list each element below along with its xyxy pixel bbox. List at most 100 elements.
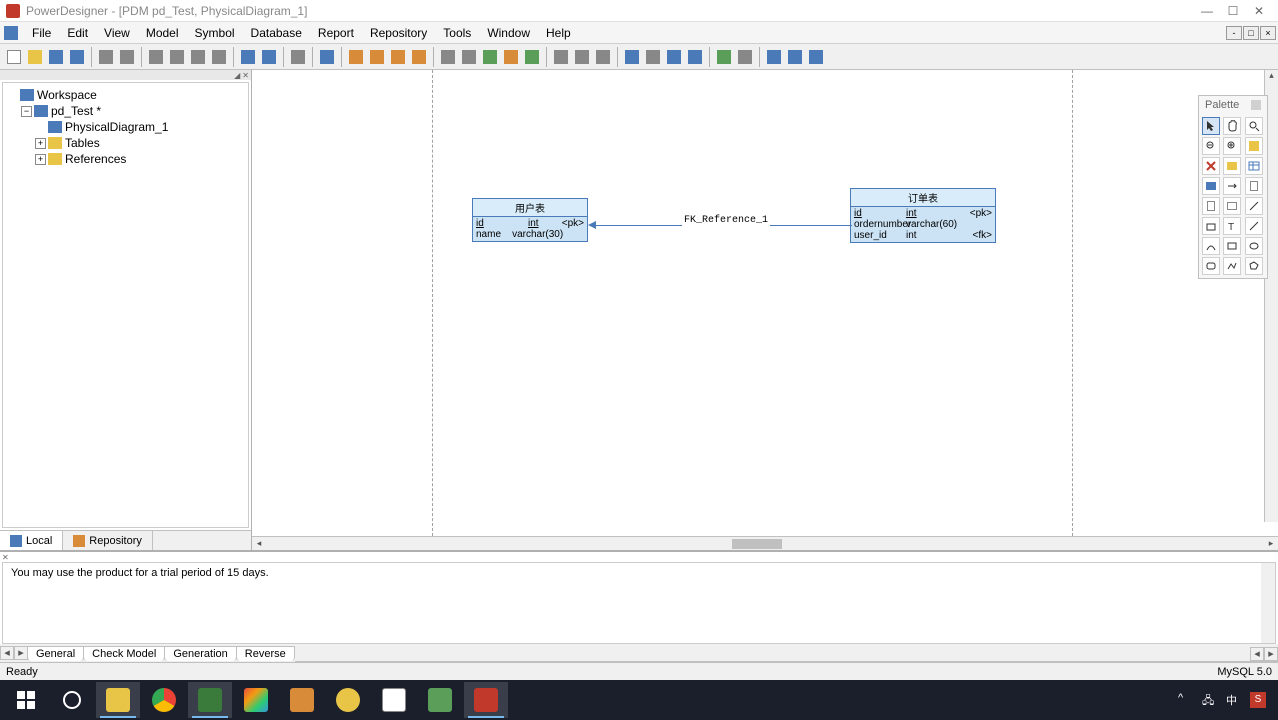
pal-openpkg[interactable] bbox=[1245, 137, 1263, 155]
task-ide[interactable] bbox=[188, 682, 232, 718]
output-tab-prev[interactable]: ◂ bbox=[0, 646, 14, 660]
pal-note[interactable] bbox=[1223, 197, 1241, 215]
menu-window[interactable]: Window bbox=[479, 24, 538, 42]
task-app3[interactable] bbox=[418, 682, 462, 718]
canvas-hscroll[interactable]: ◂ ▸ bbox=[252, 536, 1278, 550]
tb-cut[interactable] bbox=[146, 47, 166, 67]
pal-view[interactable] bbox=[1202, 177, 1220, 195]
tb-view1[interactable] bbox=[714, 47, 734, 67]
task-app1[interactable] bbox=[280, 682, 324, 718]
output-tab-general[interactable]: General bbox=[27, 646, 84, 661]
tab-local[interactable]: Local bbox=[0, 531, 63, 550]
tb-db3[interactable] bbox=[388, 47, 408, 67]
menu-repository[interactable]: Repository bbox=[362, 24, 435, 42]
tb-win3[interactable] bbox=[664, 47, 684, 67]
palette-panel[interactable]: Palette bbox=[1198, 95, 1268, 279]
pal-pointer[interactable] bbox=[1202, 117, 1220, 135]
tb-undo[interactable] bbox=[238, 47, 258, 67]
mdi-close[interactable]: × bbox=[1260, 26, 1276, 40]
menu-database[interactable]: Database bbox=[243, 24, 310, 42]
output-tab-next[interactable]: ▸ bbox=[14, 646, 28, 660]
task-powerdesigner[interactable] bbox=[464, 682, 508, 718]
task-notepad[interactable] bbox=[372, 682, 416, 718]
close-button[interactable]: ✕ bbox=[1246, 2, 1272, 20]
tb-help[interactable] bbox=[317, 47, 337, 67]
minimize-button[interactable]: — bbox=[1194, 2, 1220, 20]
tb-win1[interactable] bbox=[622, 47, 642, 67]
tray-up-icon[interactable]: ^ bbox=[1178, 692, 1194, 708]
maximize-button[interactable]: ☐ bbox=[1220, 2, 1246, 20]
tb-win4[interactable] bbox=[685, 47, 705, 67]
tb-db4[interactable] bbox=[409, 47, 429, 67]
tb-nav2[interactable] bbox=[572, 47, 592, 67]
browser-tree[interactable]: Workspace − pd_Test * PhysicalDiagram_1 … bbox=[2, 82, 249, 528]
pal-zoomout[interactable] bbox=[1202, 137, 1220, 155]
menu-symbol[interactable]: Symbol bbox=[187, 24, 243, 42]
tb-paste[interactable] bbox=[188, 47, 208, 67]
pal-roundrect[interactable] bbox=[1202, 257, 1220, 275]
tb-find[interactable] bbox=[288, 47, 308, 67]
pal-file[interactable] bbox=[1202, 197, 1220, 215]
pal-text[interactable]: T bbox=[1223, 217, 1241, 235]
pal-package[interactable] bbox=[1223, 157, 1241, 175]
pal-polygon[interactable] bbox=[1245, 257, 1263, 275]
tb-win2[interactable] bbox=[643, 47, 663, 67]
expand-icon[interactable]: + bbox=[35, 138, 46, 149]
pal-delete[interactable] bbox=[1202, 157, 1220, 175]
sidebar-pin-icon[interactable]: ◢ bbox=[234, 71, 240, 80]
task-explorer[interactable] bbox=[96, 682, 140, 718]
task-cortana[interactable] bbox=[50, 682, 94, 718]
entity-orders-table[interactable]: 订单表 idint<pk>ordernumbervarchar(60)user_… bbox=[850, 188, 996, 243]
tb-layout3[interactable] bbox=[806, 47, 826, 67]
expand-icon[interactable]: − bbox=[21, 106, 32, 117]
tree-references[interactable]: + References bbox=[7, 151, 244, 167]
menu-report[interactable]: Report bbox=[310, 24, 362, 42]
tree-tables[interactable]: + Tables bbox=[7, 135, 244, 151]
task-app2[interactable] bbox=[326, 682, 370, 718]
pal-line[interactable] bbox=[1245, 217, 1263, 235]
start-button[interactable] bbox=[4, 682, 48, 718]
pal-title[interactable] bbox=[1202, 217, 1220, 235]
output-scroll-left[interactable]: ◂ bbox=[1250, 647, 1264, 661]
output-vscroll[interactable] bbox=[1261, 563, 1275, 643]
scroll-right-icon[interactable]: ▸ bbox=[1264, 538, 1278, 550]
tb-open[interactable] bbox=[25, 47, 45, 67]
output-text[interactable]: You may use the product for a trial peri… bbox=[2, 562, 1276, 644]
pal-table[interactable] bbox=[1245, 157, 1263, 175]
output-close-icon[interactable]: ✕ bbox=[2, 553, 9, 562]
scroll-thumb[interactable] bbox=[732, 539, 782, 549]
menu-file[interactable]: File bbox=[24, 24, 59, 42]
tb-layout2[interactable] bbox=[785, 47, 805, 67]
pal-procedure[interactable] bbox=[1245, 177, 1263, 195]
pal-zoomin[interactable] bbox=[1223, 137, 1241, 155]
task-chrome[interactable] bbox=[142, 682, 186, 718]
tb-nav3[interactable] bbox=[593, 47, 613, 67]
pal-polyline[interactable] bbox=[1223, 257, 1241, 275]
menu-tools[interactable]: Tools bbox=[435, 24, 479, 42]
menu-model[interactable]: Model bbox=[138, 24, 187, 42]
entity-users-table[interactable]: 用户表 idint<pk>namevarchar(30) bbox=[472, 198, 588, 242]
tray-input-icon[interactable]: S bbox=[1250, 692, 1266, 708]
sidebar-close-icon[interactable]: ✕ bbox=[242, 71, 249, 80]
tb-delete[interactable] bbox=[209, 47, 229, 67]
diagram-canvas[interactable]: 用户表 idint<pk>namevarchar(30) 订单表 idint<p… bbox=[252, 70, 1278, 536]
pal-grabber[interactable] bbox=[1223, 117, 1241, 135]
system-tray[interactable]: ^ 🖧 中 S bbox=[1178, 692, 1274, 708]
tb-saveall[interactable] bbox=[67, 47, 87, 67]
pal-zoom[interactable] bbox=[1245, 117, 1263, 135]
tb-preview[interactable] bbox=[117, 47, 137, 67]
tb-layout1[interactable] bbox=[764, 47, 784, 67]
tb-redo[interactable] bbox=[259, 47, 279, 67]
expand-icon[interactable]: + bbox=[35, 154, 46, 165]
tree-diagram[interactable]: PhysicalDiagram_1 bbox=[7, 119, 244, 135]
palette-close-icon[interactable] bbox=[1251, 100, 1261, 110]
tray-ime-icon[interactable]: 中 bbox=[1226, 692, 1242, 708]
menu-help[interactable]: Help bbox=[538, 24, 579, 42]
tray-network-icon[interactable]: 🖧 bbox=[1202, 692, 1218, 708]
tree-model[interactable]: − pd_Test * bbox=[7, 103, 244, 119]
output-tab-checkmodel[interactable]: Check Model bbox=[83, 646, 165, 661]
tab-repository[interactable]: Repository bbox=[63, 531, 153, 550]
tb-db1[interactable] bbox=[346, 47, 366, 67]
tb-align2[interactable] bbox=[459, 47, 479, 67]
pal-rectangle[interactable] bbox=[1223, 237, 1241, 255]
